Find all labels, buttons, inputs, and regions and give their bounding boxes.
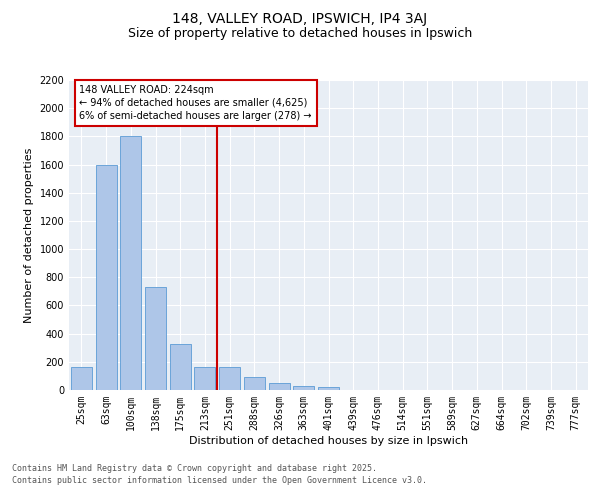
X-axis label: Distribution of detached houses by size in Ipswich: Distribution of detached houses by size … <box>189 436 468 446</box>
Bar <box>120 136 141 390</box>
Bar <box>145 287 166 390</box>
Bar <box>194 368 215 390</box>
Text: Size of property relative to detached houses in Ipswich: Size of property relative to detached ho… <box>128 28 472 40</box>
Bar <box>71 368 92 390</box>
Text: 148 VALLEY ROAD: 224sqm
← 94% of detached houses are smaller (4,625)
6% of semi-: 148 VALLEY ROAD: 224sqm ← 94% of detache… <box>79 84 312 121</box>
Bar <box>170 344 191 390</box>
Bar <box>318 387 339 390</box>
Bar <box>269 383 290 390</box>
Bar <box>95 164 116 390</box>
Bar <box>219 368 240 390</box>
Text: Contains HM Land Registry data © Crown copyright and database right 2025.
Contai: Contains HM Land Registry data © Crown c… <box>12 464 427 485</box>
Y-axis label: Number of detached properties: Number of detached properties <box>24 148 34 322</box>
Bar <box>293 386 314 390</box>
Text: 148, VALLEY ROAD, IPSWICH, IP4 3AJ: 148, VALLEY ROAD, IPSWICH, IP4 3AJ <box>172 12 428 26</box>
Bar <box>244 378 265 390</box>
